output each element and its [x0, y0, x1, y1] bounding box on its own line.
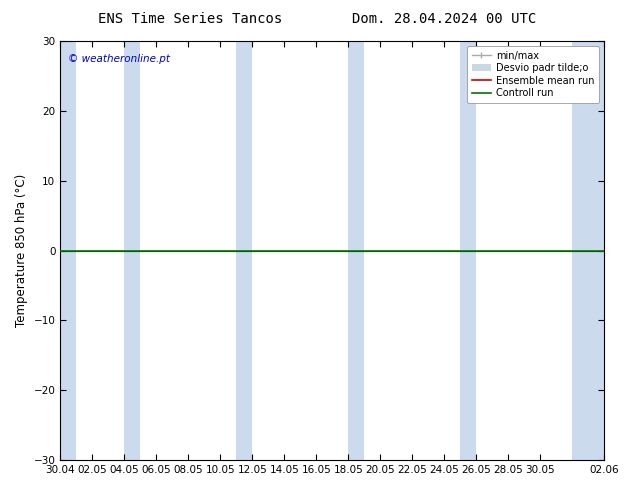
Bar: [460, 41, 476, 460]
Bar: [124, 41, 140, 460]
Legend: min/max, Desvio padr tilde;o, Ensemble mean run, Controll run: min/max, Desvio padr tilde;o, Ensemble m…: [467, 46, 599, 103]
Bar: [236, 41, 252, 460]
Bar: [60, 41, 76, 460]
Bar: [348, 41, 365, 460]
Y-axis label: Temperature 850 hPa (°C): Temperature 850 hPa (°C): [15, 174, 28, 327]
Text: ENS Time Series Tancos: ENS Time Series Tancos: [98, 12, 282, 26]
Bar: [573, 41, 604, 460]
Text: © weatheronline.pt: © weatheronline.pt: [68, 53, 171, 64]
Text: Dom. 28.04.2024 00 UTC: Dom. 28.04.2024 00 UTC: [352, 12, 536, 26]
